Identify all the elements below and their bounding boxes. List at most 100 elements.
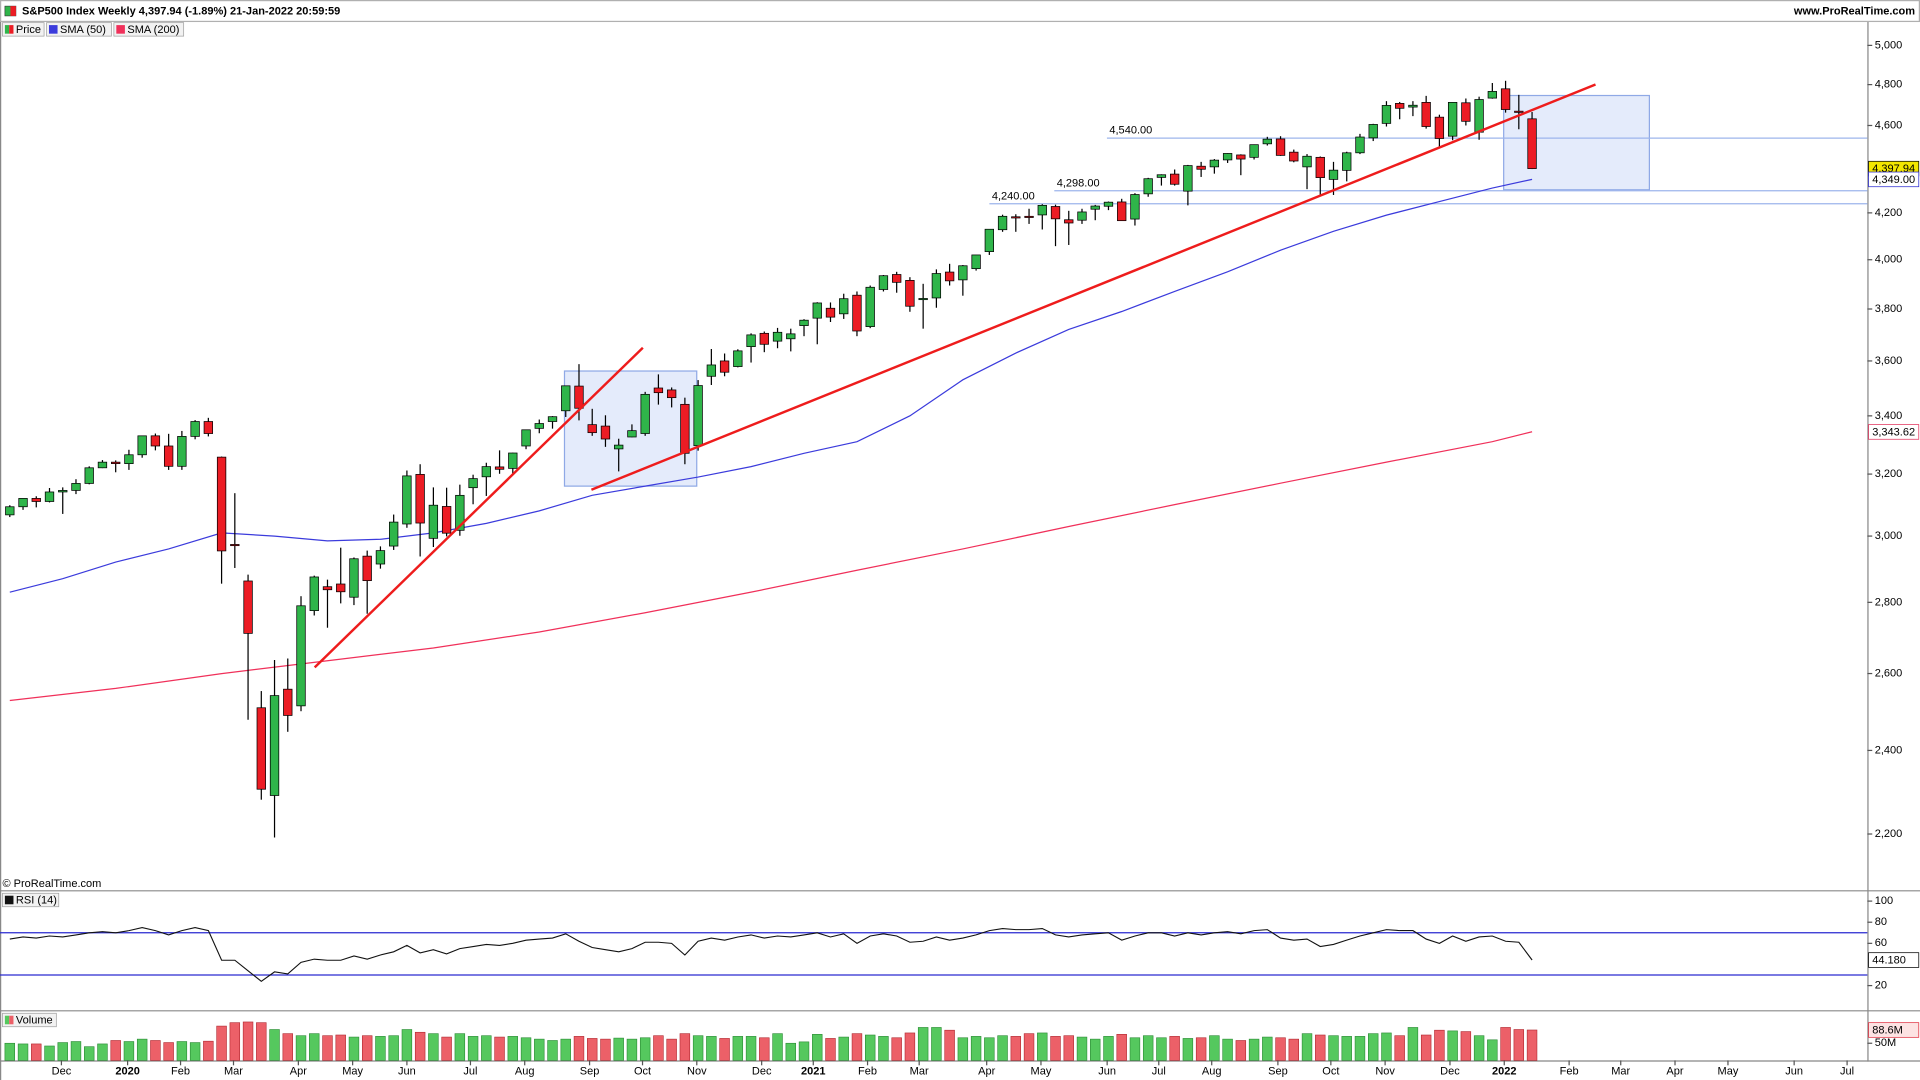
volume-bar — [1513, 1029, 1525, 1061]
value-tag-label: 44.180 — [1872, 955, 1906, 967]
header-icon — [10, 6, 16, 16]
legend-label: SMA (50) — [60, 24, 106, 36]
volume-bar — [838, 1036, 849, 1061]
candle-body — [375, 550, 386, 565]
candle-body — [97, 461, 108, 469]
volume-bar — [1076, 1036, 1088, 1061]
candle-body — [640, 393, 650, 434]
candle-body — [18, 498, 28, 508]
candle-body — [653, 387, 664, 394]
volume-bar — [1090, 1038, 1101, 1061]
y-tick-label: 3,800 — [1875, 303, 1903, 315]
volume-bar — [984, 1037, 995, 1061]
y-tick-label: 3,400 — [1875, 410, 1903, 422]
volume-bar — [1394, 1035, 1405, 1061]
x-tick-label: Sep — [580, 1065, 600, 1077]
volume-bar — [348, 1036, 360, 1061]
candle-body — [137, 435, 147, 456]
candle-body — [203, 421, 214, 434]
copyright: © ProRealTime.com — [2, 878, 101, 890]
volume-bar — [666, 1038, 677, 1061]
volume-bar — [1473, 1035, 1485, 1061]
volume-bar — [242, 1021, 254, 1061]
candle-body — [852, 294, 862, 332]
x-tick-label: Apr — [1666, 1065, 1683, 1077]
candle-body — [1342, 152, 1352, 171]
value-tag-label: 4,349.00 — [1872, 174, 1915, 186]
candle-body — [1275, 138, 1286, 156]
candle-body — [1434, 116, 1445, 139]
volume-bar — [520, 1037, 532, 1061]
x-tick-label: Mar — [1611, 1065, 1630, 1077]
candle-body — [1474, 99, 1484, 133]
volume-bar — [573, 1036, 585, 1061]
volume-bar — [507, 1036, 519, 1061]
candle-body — [521, 429, 531, 447]
volume-bar — [4, 1042, 15, 1061]
candle-body — [825, 307, 836, 318]
volume-bar — [878, 1036, 889, 1061]
x-tick-label: May — [342, 1065, 363, 1077]
candle-body — [481, 466, 491, 478]
volume-bar — [587, 1038, 598, 1061]
candle-body — [666, 389, 677, 399]
y-tick-label: 4,600 — [1875, 119, 1903, 131]
legend-swatch — [4, 25, 10, 34]
legend-swatch — [116, 25, 125, 34]
volume-bar — [441, 1036, 452, 1061]
candle-body — [1302, 155, 1312, 168]
candle-body — [1209, 159, 1220, 168]
candle-body — [574, 385, 584, 409]
y-tick-label: 50M — [1875, 1037, 1896, 1049]
volume-bar — [997, 1035, 1008, 1061]
volume-bar — [1209, 1035, 1220, 1061]
candle-body — [772, 331, 783, 342]
highlight-box — [563, 370, 698, 487]
candle-body — [415, 474, 425, 524]
volume-bar — [414, 1031, 426, 1061]
volume-bar — [84, 1046, 95, 1061]
candle-body — [216, 456, 227, 552]
candle-body — [1090, 205, 1100, 210]
x-tick-label: Dec — [52, 1065, 72, 1077]
candle-body — [5, 506, 15, 516]
x-tick-label: Jun — [1785, 1065, 1803, 1077]
candle-body — [1236, 154, 1246, 160]
volume-bar — [1129, 1037, 1141, 1061]
volume-bar — [1235, 1040, 1247, 1061]
candle-body — [706, 364, 717, 377]
volume-bar — [44, 1045, 55, 1061]
candle-body — [494, 466, 505, 470]
candle-body — [190, 421, 200, 437]
candle-body — [1037, 204, 1047, 216]
x-tick-label: Mar — [224, 1065, 243, 1077]
candle-body — [561, 385, 571, 412]
volume-bar — [388, 1035, 399, 1061]
value-tag-label: 3,343.62 — [1872, 426, 1915, 438]
volume-bar — [1182, 1038, 1194, 1061]
candle-body — [1500, 88, 1511, 110]
x-tick-label: Feb — [1560, 1065, 1579, 1077]
candle-body — [1328, 169, 1339, 180]
volume-bar — [467, 1036, 479, 1061]
candle-body — [1514, 110, 1524, 113]
value-tag — [1868, 171, 1920, 188]
candle-body — [1395, 103, 1405, 109]
volume-bar — [1434, 1029, 1445, 1061]
volume-bar — [123, 1041, 135, 1061]
volume-bar — [1460, 1031, 1472, 1061]
candle-body — [958, 265, 968, 281]
x-tick-label: Jul — [463, 1065, 477, 1077]
x-tick-label: Jun — [1098, 1065, 1116, 1077]
x-tick-label: Jul — [1152, 1065, 1166, 1077]
candle-body — [1262, 138, 1272, 145]
x-tick-label: Nov — [687, 1065, 707, 1077]
volume-bar — [600, 1038, 611, 1061]
trend-line — [313, 346, 644, 669]
volume-bar — [1222, 1038, 1233, 1061]
volume-bar — [454, 1033, 466, 1061]
volume-bar — [1195, 1037, 1207, 1061]
candle-body — [84, 467, 94, 484]
candle-body — [269, 695, 280, 796]
volume-bar — [1262, 1036, 1273, 1061]
